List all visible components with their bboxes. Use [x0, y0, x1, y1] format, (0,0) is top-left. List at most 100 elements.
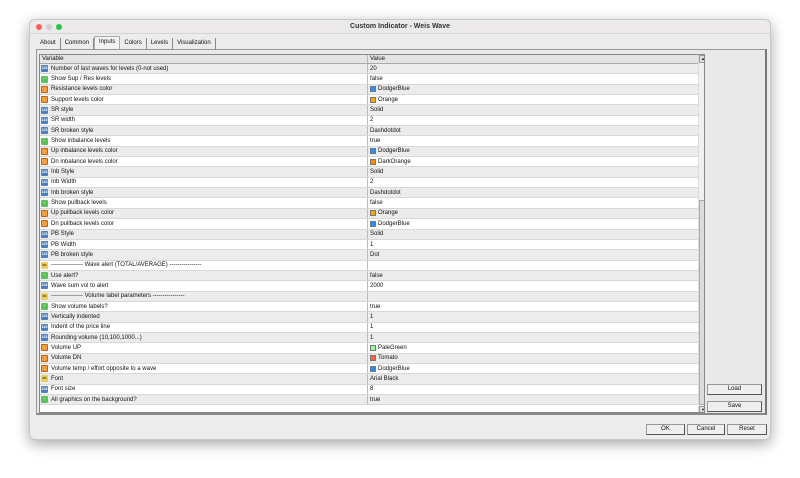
value-cell[interactable]: 1: [368, 323, 696, 332]
value-text: false: [370, 200, 383, 207]
variable-cell: Up pullback levels color: [40, 208, 368, 219]
value-text: Solid: [370, 231, 384, 238]
value-cell[interactable]: DodgerBlue: [368, 219, 696, 228]
table-row[interactable]: Volume UP PaleGreen: [40, 343, 704, 354]
ok-button[interactable]: OK: [646, 424, 685, 435]
tab-levels[interactable]: Levels: [147, 38, 174, 49]
value-cell[interactable]: Dot: [368, 250, 696, 259]
value-cell[interactable]: Solid: [368, 167, 696, 176]
table-row[interactable]: Resistance levels color DodgerBlue: [40, 84, 704, 96]
value-cell[interactable]: [368, 292, 696, 301]
tab-common[interactable]: Common: [61, 38, 95, 49]
table-row[interactable]: 123 PB broken style Dot: [40, 250, 704, 261]
value-cell[interactable]: true: [368, 136, 696, 145]
value-cell[interactable]: 1: [368, 312, 696, 321]
zoom-icon[interactable]: [56, 24, 62, 30]
value-cell[interactable]: Orange: [368, 95, 696, 104]
value-text: PaleGreen: [378, 344, 407, 351]
close-icon[interactable]: [36, 24, 42, 30]
value-cell[interactable]: false: [368, 271, 696, 280]
scroll-down-icon[interactable]: ▼: [699, 406, 704, 412]
table-row[interactable]: ~ All graphics on the background? true: [40, 395, 704, 406]
tab-colors[interactable]: Colors: [120, 38, 147, 49]
scroll-thumb[interactable]: [699, 200, 704, 405]
value-cell[interactable]: DodgerBlue: [368, 147, 696, 156]
table-row[interactable]: ab ---------------- Volume label paramete…: [40, 291, 704, 302]
value-cell[interactable]: 8: [368, 385, 696, 394]
table-row[interactable]: Dn pullback levels color DodgerBlue: [40, 219, 704, 230]
value-cell[interactable]: DodgerBlue: [368, 364, 696, 373]
value-cell[interactable]: Arial Black: [368, 374, 696, 383]
table-row[interactable]: Volume temp / effort opposite to a wave D…: [40, 363, 704, 375]
value-cell[interactable]: 2: [368, 178, 696, 187]
table-row[interactable]: ~ Show inbalance levels true: [40, 136, 704, 147]
table-row[interactable]: 123 SR style Solid: [40, 105, 704, 116]
table-row[interactable]: 123 Inb Width 2: [40, 177, 704, 189]
header-variable[interactable]: Variable: [40, 55, 368, 63]
value-cell[interactable]: [368, 261, 696, 270]
value-cell[interactable]: false: [368, 198, 696, 207]
vertical-scrollbar[interactable]: ▲ ▼: [698, 55, 704, 412]
save-button[interactable]: Save: [707, 401, 762, 412]
table-row[interactable]: 123 Inb broken style Dashdotdot: [40, 188, 704, 199]
value-cell[interactable]: DarkOrange: [368, 157, 696, 166]
table-row[interactable]: 123 Wave sum vol to alert 2000: [40, 281, 704, 292]
tab-inputs[interactable]: Inputs: [94, 36, 121, 49]
value-cell[interactable]: DodgerBlue: [368, 85, 696, 94]
table-row[interactable]: 123 Rounding volume (10,100,1000...) 1: [40, 332, 704, 344]
table-row[interactable]: 123 Vertically indented 1: [40, 312, 704, 323]
table-row[interactable]: ~ Use alert? false: [40, 270, 704, 282]
variable-name: Volume temp / effort opposite to a wave: [51, 365, 157, 372]
tab-visualization[interactable]: Visualization: [173, 38, 216, 49]
value-cell[interactable]: Tomato: [368, 354, 696, 363]
table-row[interactable]: ~ Show pullback levels false: [40, 198, 704, 209]
color-swatch: [370, 355, 376, 362]
table-row[interactable]: ab Font Arial Black: [40, 374, 704, 385]
scroll-up-icon[interactable]: ▲: [699, 55, 704, 63]
value-cell[interactable]: 2: [368, 116, 696, 125]
value-cell[interactable]: true: [368, 395, 696, 404]
reset-button[interactable]: Reset: [727, 424, 767, 435]
table-row[interactable]: Up inbalance levels color DodgerBlue: [40, 146, 704, 158]
str-type-icon: ab: [41, 261, 48, 269]
table-row[interactable]: 123 Indent of the price line 1: [40, 322, 704, 333]
value-cell[interactable]: 1: [368, 240, 696, 249]
table-row[interactable]: 123 Font size 8: [40, 384, 704, 395]
load-button[interactable]: Load: [707, 384, 762, 395]
table-row[interactable]: 123 Inb Style Solid: [40, 167, 704, 178]
variable-cell: 123 Vertically indented: [40, 312, 368, 322]
header-value[interactable]: Value: [370, 56, 385, 62]
value-cell[interactable]: Dashdotdot: [368, 126, 696, 135]
tab-about[interactable]: About: [36, 38, 61, 49]
table-row[interactable]: 123 PB Width 1: [40, 239, 704, 251]
table-row[interactable]: 123 Number of last waves for levels (0-no…: [40, 64, 704, 75]
minimize-icon[interactable]: [46, 24, 52, 30]
value-cell[interactable]: Solid: [368, 105, 696, 114]
variable-name: Wave sum vol to alert: [51, 282, 109, 289]
cancel-button[interactable]: Cancel: [687, 424, 725, 435]
table-row[interactable]: Dn inbalance levels color DarkOrange: [40, 157, 704, 168]
value-cell[interactable]: 20: [368, 64, 696, 73]
value-cell[interactable]: 1: [368, 333, 696, 342]
table-row[interactable]: Up pullback levels color Orange: [40, 208, 704, 220]
value-cell[interactable]: false: [368, 74, 696, 83]
value-cell[interactable]: Solid: [368, 230, 696, 239]
value-cell[interactable]: 2000: [368, 281, 696, 290]
variable-name: Up pullback levels color: [51, 210, 115, 217]
value-text: false: [370, 272, 383, 279]
int-type-icon: 123: [41, 313, 48, 321]
table-row[interactable]: ~ Show Sup / Res levels false: [40, 74, 704, 85]
value-cell[interactable]: Orange: [368, 209, 696, 218]
table-row[interactable]: 123 SR broken style Dashdotdot: [40, 126, 704, 137]
table-row[interactable]: 123 PB Style Solid: [40, 229, 704, 240]
str-type-icon: ab: [41, 292, 48, 300]
table-row[interactable]: Volume DN Tomato: [40, 353, 704, 364]
table-row[interactable]: ab ---------------- Wave alert (TOTAL/AVE…: [40, 260, 704, 271]
value-cell[interactable]: true: [368, 302, 696, 311]
table-row[interactable]: Support levels color Orange: [40, 95, 704, 106]
table-row[interactable]: 123 SR width 2: [40, 115, 704, 127]
value-cell[interactable]: Dashdotdot: [368, 188, 696, 197]
value-cell[interactable]: PaleGreen: [368, 343, 696, 352]
table-row[interactable]: ~ Show volume labels? true: [40, 301, 704, 313]
color-swatch: [370, 365, 376, 372]
